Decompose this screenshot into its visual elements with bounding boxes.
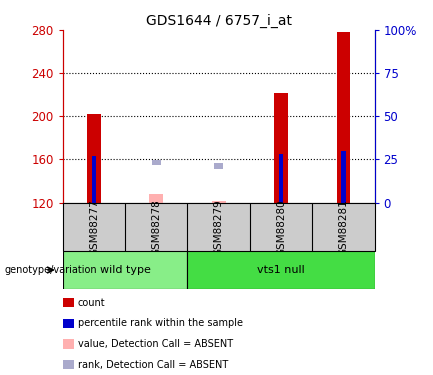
Bar bbox=[87, 114, 101, 202]
Bar bbox=[336, 32, 350, 203]
Text: GSM88277: GSM88277 bbox=[89, 200, 99, 256]
Bar bbox=[279, 154, 283, 203]
Title: GDS1644 / 6757_i_at: GDS1644 / 6757_i_at bbox=[145, 13, 292, 28]
Text: GSM88281: GSM88281 bbox=[338, 200, 349, 256]
Text: count: count bbox=[78, 298, 106, 308]
Text: percentile rank within the sample: percentile rank within the sample bbox=[78, 318, 243, 328]
Bar bbox=[187, 251, 375, 289]
Text: GSM88279: GSM88279 bbox=[213, 200, 224, 256]
Text: wild type: wild type bbox=[100, 265, 151, 275]
Bar bbox=[274, 93, 288, 202]
Text: value, Detection Call = ABSENT: value, Detection Call = ABSENT bbox=[78, 339, 233, 349]
Bar bbox=[152, 160, 161, 165]
Bar bbox=[341, 151, 346, 202]
Bar bbox=[212, 201, 226, 202]
Bar bbox=[63, 251, 187, 289]
Bar bbox=[92, 156, 96, 203]
Bar bbox=[214, 163, 223, 168]
Text: vts1 null: vts1 null bbox=[257, 265, 305, 275]
Text: genotype/variation: genotype/variation bbox=[4, 265, 97, 275]
Text: GSM88280: GSM88280 bbox=[276, 200, 286, 256]
Text: GSM88278: GSM88278 bbox=[151, 200, 162, 256]
Bar bbox=[149, 194, 163, 202]
Text: rank, Detection Call = ABSENT: rank, Detection Call = ABSENT bbox=[78, 360, 228, 370]
